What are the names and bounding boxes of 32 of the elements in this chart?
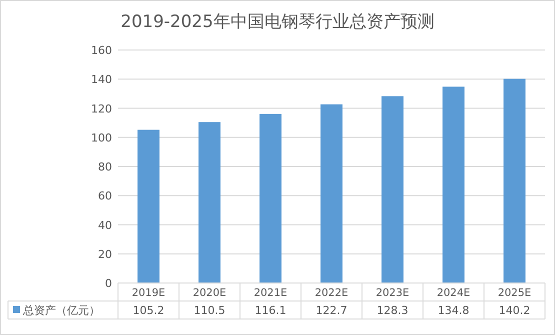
y-tick-label: 80 [98,160,112,174]
y-tick-label: 20 [98,248,112,261]
bar [320,104,342,283]
y-tick-label: 100 [91,131,112,144]
bar [198,122,220,283]
y-tick-label: 60 [98,190,112,203]
bar [442,86,464,283]
data-label: 134.8 [438,304,470,317]
data-label: 116.1 [254,304,286,317]
data-label: 128.3 [376,304,408,317]
y-tick-label: 0 [105,277,112,290]
x-tick-label: 2019E [132,287,166,299]
data-label: 110.5 [194,304,226,317]
bar [138,130,160,283]
y-tick-label: 120 [91,102,112,116]
y-tick-label: 140 [91,73,112,86]
x-tick-label: 2023E [376,287,410,299]
chart-title: 2019-2025年中国电钢琴行业总资产预测 [120,12,434,32]
y-tick-label: 40 [98,218,112,232]
data-label: 122.7 [316,304,348,317]
bar [260,114,282,283]
data-label: 105.2 [132,304,164,317]
data-label: 140.2 [498,304,530,317]
x-tick-label: 2020E [192,287,226,299]
x-tick-label: 2022E [314,287,348,299]
bar [504,78,526,283]
y-tick-label: 160 [91,44,112,57]
bar [382,96,404,283]
x-tick-label: 2025E [498,287,532,299]
legend-label: 总资产（亿元） [22,304,100,317]
x-tick-label: 2024E [436,287,470,299]
x-tick-label: 2021E [254,287,288,299]
